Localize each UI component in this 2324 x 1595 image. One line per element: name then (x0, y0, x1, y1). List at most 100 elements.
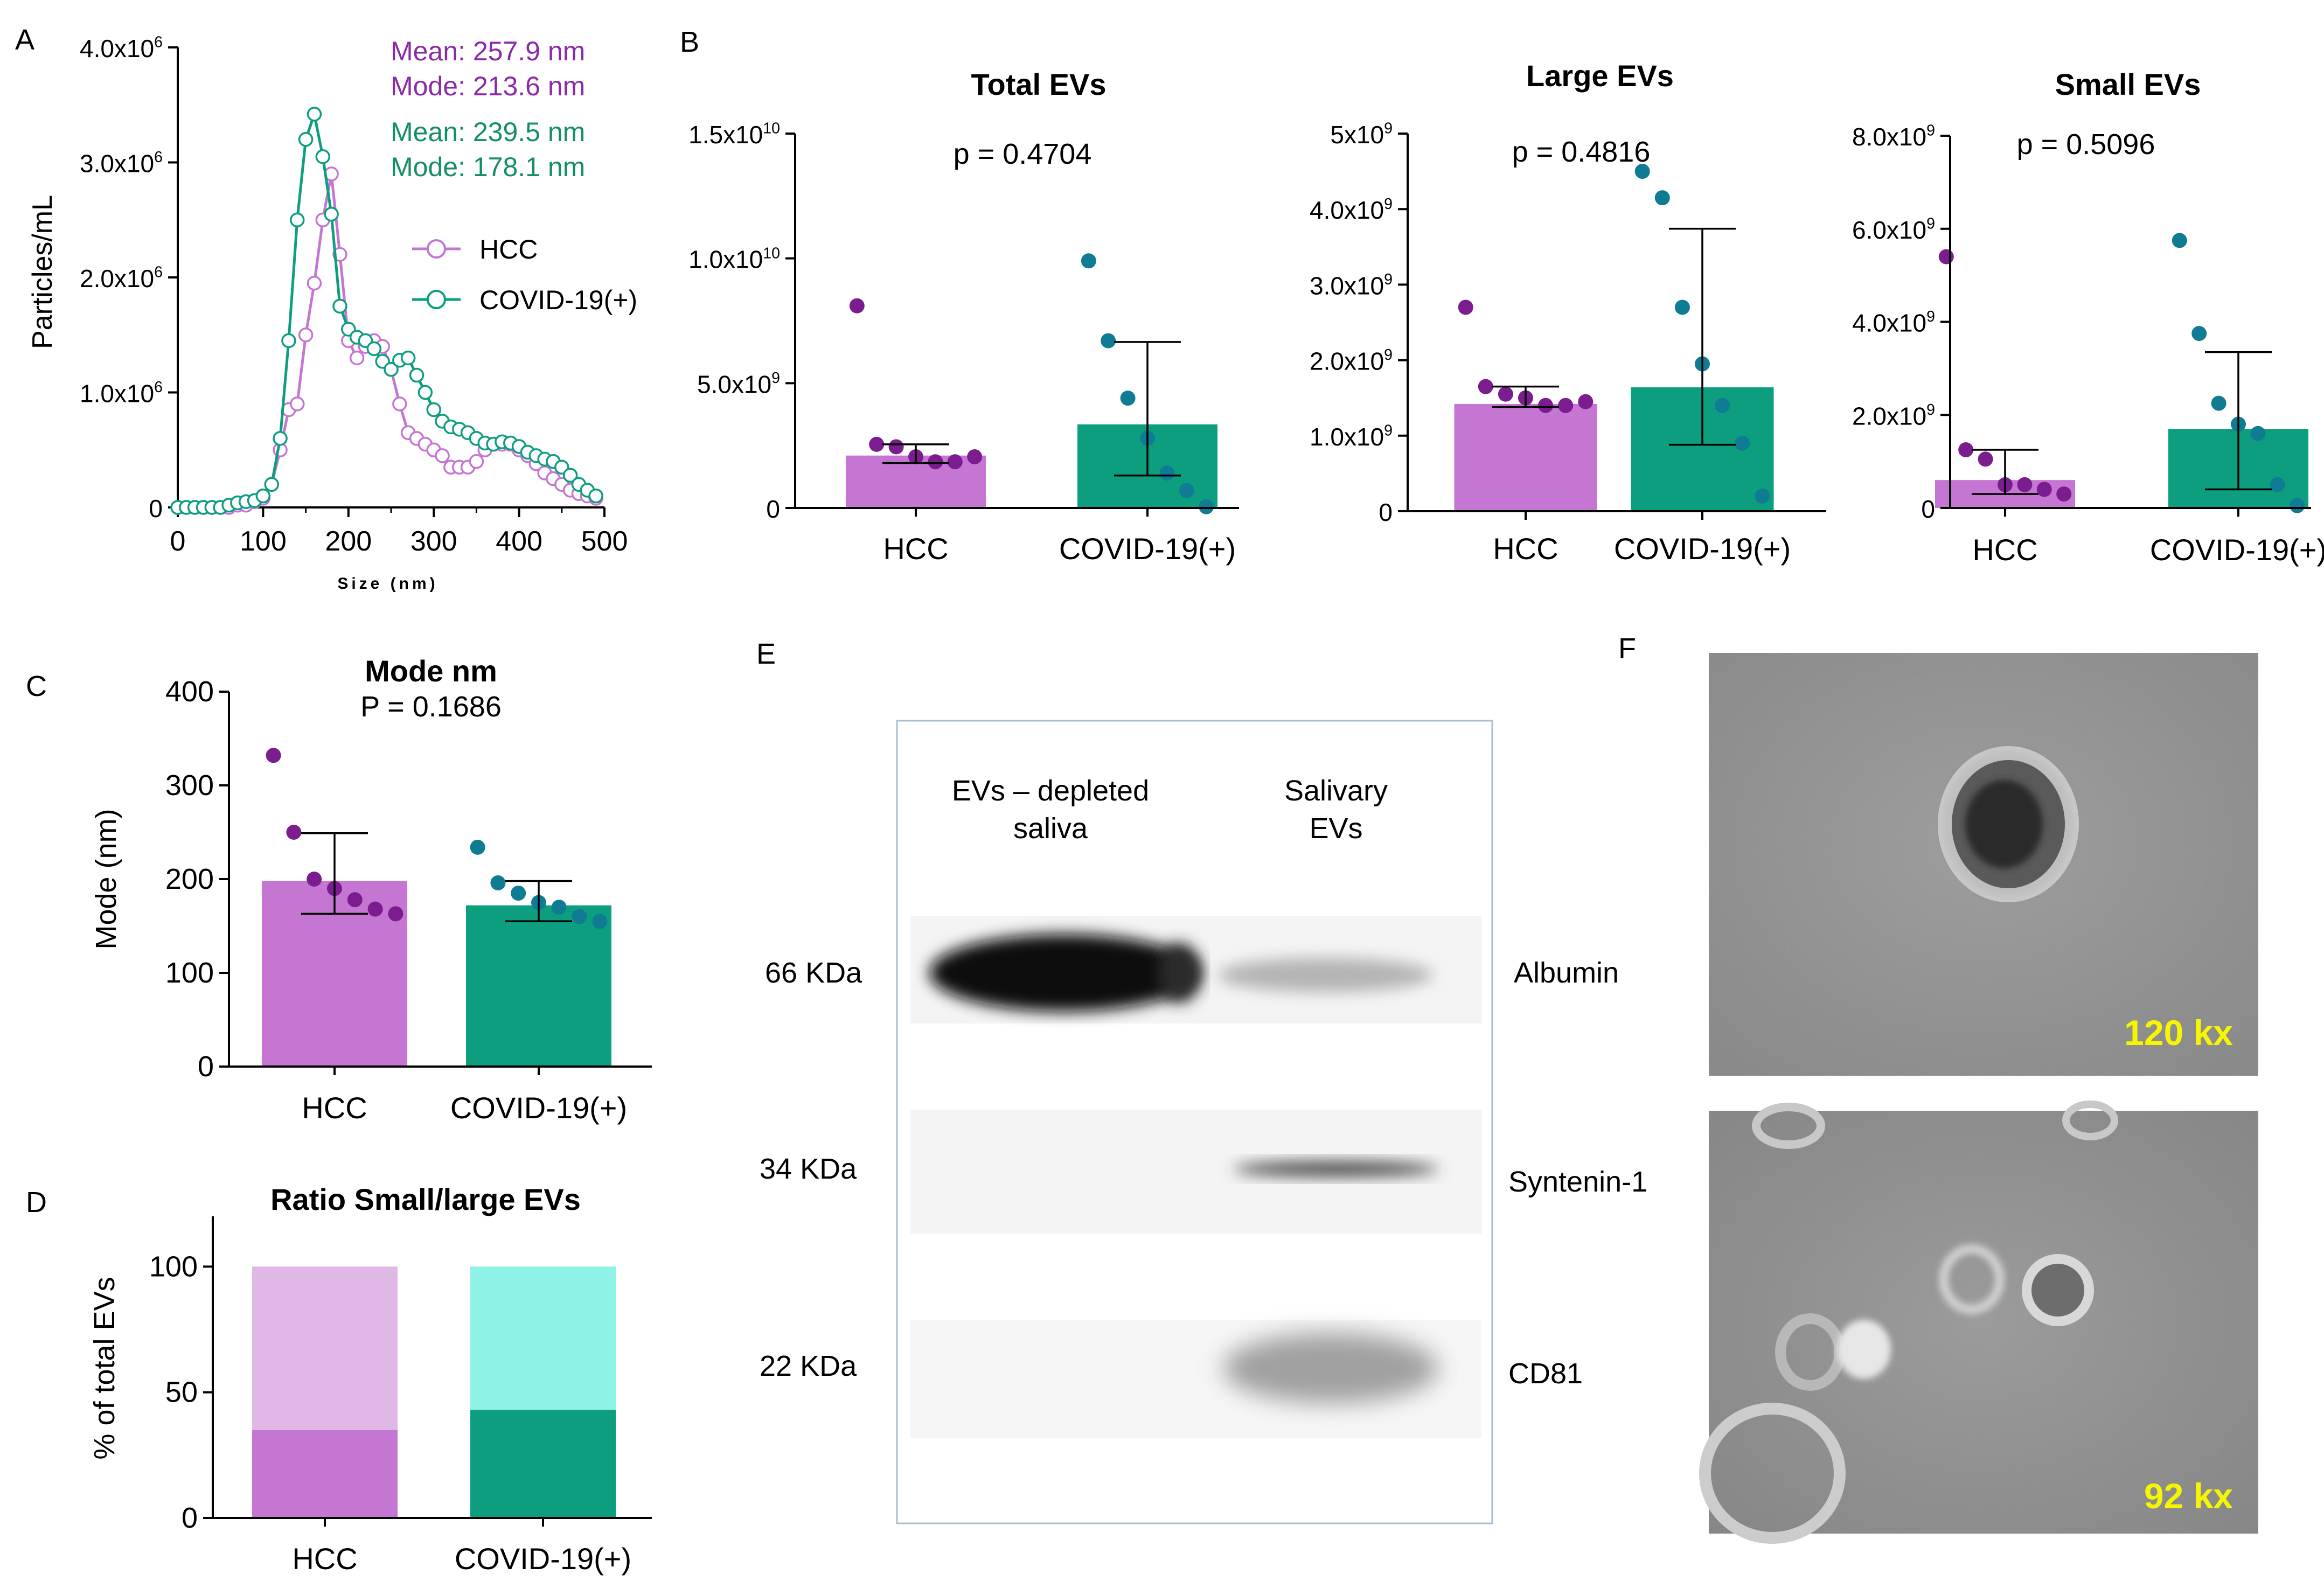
panel-label-f: F (1618, 632, 1636, 665)
hcc-series-point (307, 275, 322, 291)
blot-strip-syntenin (910, 1110, 1481, 1234)
panel-label-b: B (680, 26, 699, 58)
panel-f-tem-images: 120 kx 92 kx (1699, 653, 2258, 1544)
blot-strip-albumin (910, 916, 1481, 1023)
large-evs-y-tick-label: 1.0x109 (1310, 422, 1393, 450)
large-evs-point-covid (1715, 398, 1730, 413)
large-evs-title: Large EVs (1526, 59, 1674, 93)
panel-a-size-distribution: 0 100 200 300 400 500 0 1.0x106 2.0x106 3.0x106 4.… (27, 34, 637, 593)
lane-label-depleted-line2: saliva (1013, 812, 1088, 845)
ratio-y-tick-label: 0 (182, 1502, 198, 1534)
legend-covid-marker (427, 290, 446, 309)
covid-series-point (562, 468, 578, 483)
ratio-y-tick-label: 50 (165, 1376, 198, 1409)
protein-label-syntenin: Syntenin-1 (1508, 1166, 1647, 1198)
panel-c-mode: 0 100 200 300 400 HCC COVID-19(+) Mode nmP = 0.… (90, 654, 652, 1125)
large-evs-point-hcc (1538, 398, 1554, 413)
total-evs-y-tick-label: 0 (766, 495, 780, 523)
small-evs-point-covid (2270, 477, 2285, 492)
mode-nm-y-tick-label: 0 (198, 1050, 214, 1083)
small-evs-point-hcc (1958, 442, 1974, 458)
panel-a-tick-labels: 0 100 200 300 400 500 0 1.0x106 2.0x106 3.0x106 4.… (80, 34, 628, 557)
panel-labels: A B C D E F (15, 24, 1636, 1218)
ratio-bar-small-covid (470, 1410, 616, 1518)
albumin-band-depleted-edge (1158, 943, 1201, 1002)
covid-series-point (264, 477, 279, 492)
panel-a-x-tick-label: 500 (581, 526, 628, 557)
small-evs-y-tick-label: 0 (1921, 495, 1935, 523)
large-evs-point-hcc (1458, 300, 1473, 315)
large-evs-point-covid (1654, 190, 1670, 206)
albumin-band-salivary (1217, 958, 1433, 992)
hcc-series-point (290, 396, 305, 412)
total-evs-category-label-covid: COVID-19(+) (1059, 532, 1236, 566)
panel-label-d: D (26, 1186, 47, 1218)
panel-a-xlabel: Size (nm) (337, 575, 438, 593)
total-evs-point-covid (1081, 253, 1096, 269)
covid-series-point (426, 402, 441, 417)
legend-hcc-label: HCC (479, 234, 538, 264)
covid-series-point (324, 206, 339, 222)
hcc-series-point (469, 454, 484, 469)
panel-d-ratio: HCC COVID-19(+) 0 50 100 Ratio Small/large EV… (88, 1182, 652, 1576)
ratio-category-label-hcc: HCC (292, 1542, 357, 1576)
mode-nm-y-tick-label: 200 (165, 863, 214, 895)
large-evs-y-tick-label: 4.0x109 (1310, 196, 1393, 224)
covid-series-point (366, 341, 382, 357)
mode-nm-point-covid (592, 914, 608, 929)
covid-mode-annotation: Mode: 178.1 nm (391, 152, 585, 182)
small-evs-point-covid (2211, 395, 2226, 411)
ratio-category-label-covid: COVID-19(+) (455, 1542, 631, 1576)
protein-label-cd81: CD81 (1508, 1357, 1583, 1390)
total-evs-point-covid (1179, 483, 1194, 498)
large-evs-category-label-hcc: HCC (1493, 532, 1558, 566)
small-evs-point-hcc (1978, 451, 1993, 467)
ratio-ylabel: % of total EVs (88, 1277, 121, 1459)
large-evs-category-label-covid: COVID-19(+) (1614, 532, 1791, 566)
covid-series-point (290, 212, 305, 227)
covid-series-point (255, 488, 271, 504)
large-evs-y-tick-label: 5x109 (1330, 120, 1393, 149)
total-evs-point-hcc (947, 454, 963, 470)
total-evs-point-covid (1120, 391, 1136, 406)
covid-series-point (273, 431, 288, 446)
mode-nm-point-covid (551, 900, 567, 915)
mode-nm-point-hcc (286, 825, 302, 840)
vesicle-small-2 (2024, 1257, 2091, 1324)
panel-a-y-tick-label: 2.0x106 (80, 264, 163, 292)
panel-b-small-evs: 0 2.0x109 4.0x109 6.0x109 8.0x109 HCC COVID-19… (1852, 67, 2324, 567)
lane-label-salivary-line1: Salivary (1284, 775, 1388, 807)
vesicle-bright (1837, 1320, 1891, 1379)
total-evs-y-tick-label: 1.5x1010 (688, 120, 780, 149)
panel-label-a: A (15, 24, 34, 56)
small-evs-point-covid (2191, 326, 2207, 342)
blot-strip-cd81 (910, 1320, 1481, 1438)
panel-a-y-tick-label: 0 (149, 494, 163, 523)
large-evs-y-tick-label: 0 (1379, 498, 1393, 526)
large-evs-point-hcc (1578, 394, 1594, 409)
mode-nm-bar-covid (466, 905, 611, 1067)
ratio-title: Ratio Small/large EVs (270, 1182, 581, 1216)
panel-a-x-tick-label: 100 (240, 526, 287, 557)
panel-a-y-tick-label: 1.0x106 (80, 379, 163, 407)
cd81-band-salivary (1223, 1333, 1438, 1403)
covid-mean-annotation: Mean: 239.5 nm (391, 117, 585, 147)
mode-nm-category-label-hcc: HCC (302, 1091, 367, 1125)
covid-series-point (384, 362, 399, 377)
vesicle-top-right (2062, 1101, 2118, 1140)
panel-a-ylabel: Particles/mL (27, 195, 58, 349)
covid-series-point (418, 385, 433, 400)
large-evs-point-hcc (1478, 379, 1493, 394)
ratio-y-tick-label: 100 (149, 1250, 198, 1283)
syntenin-band-salivary (1234, 1161, 1438, 1176)
small-evs-y-tick-label: 8.0x109 (1852, 122, 1935, 151)
tem-magnification-92: 92 kx (2144, 1476, 2233, 1516)
mode-nm-title: Mode nm (365, 654, 497, 688)
albumin-band-depleted (929, 934, 1199, 1012)
protein-label-albumin: Albumin (1514, 957, 1619, 989)
panel-b-total-evs: 0 5.0x109 1.0x1010 1.5x1010 HCC COVID-19(+) To… (688, 67, 1239, 566)
small-evs-point-hcc (1938, 249, 1954, 264)
mode-nm-y-tick-label: 400 (165, 675, 214, 708)
small-evs-y-tick-label: 6.0x109 (1852, 215, 1935, 243)
